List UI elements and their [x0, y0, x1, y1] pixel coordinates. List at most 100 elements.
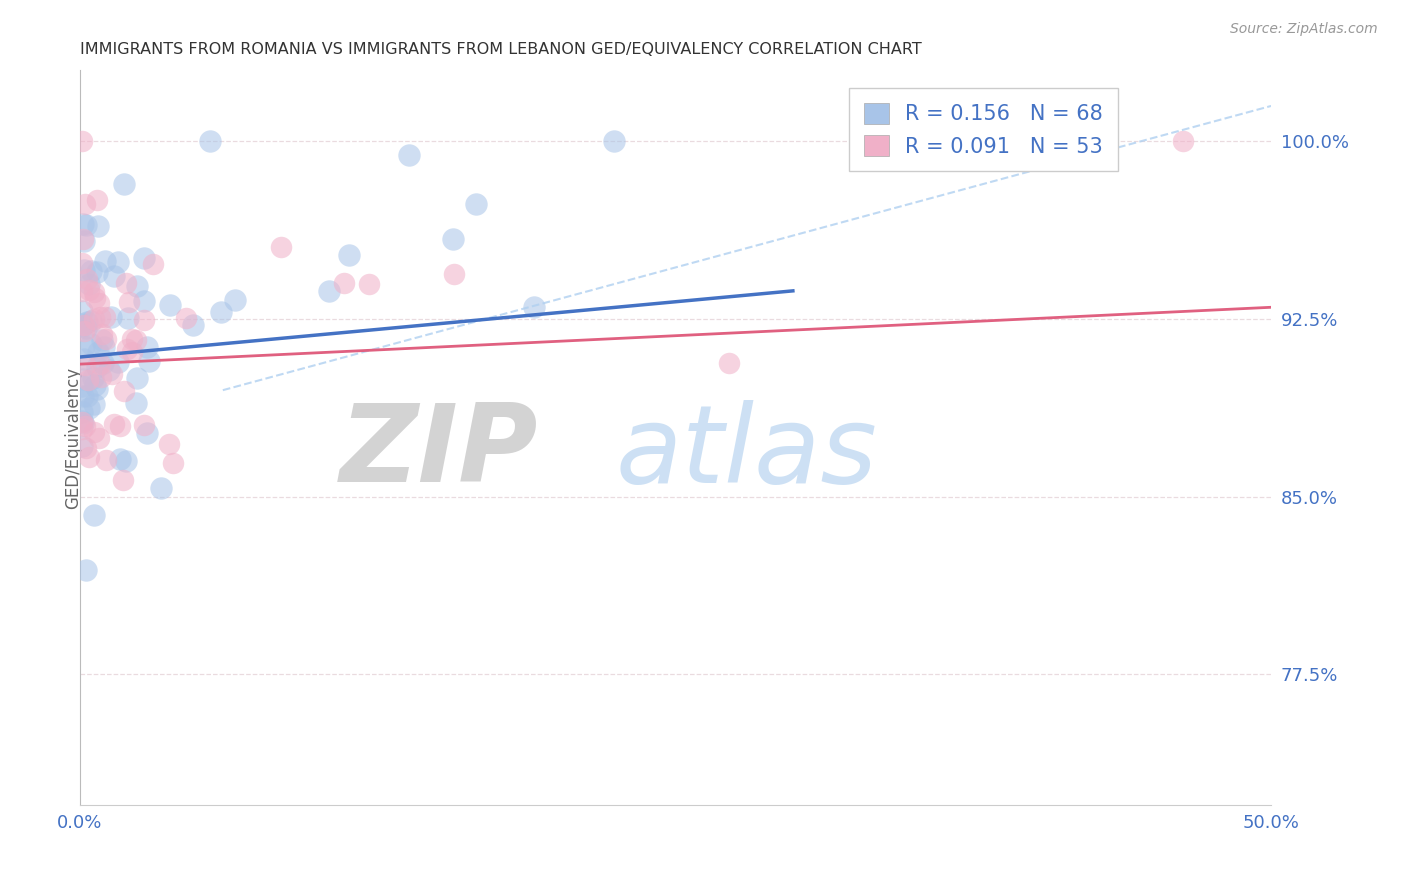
- Point: [83, 396, 105, 410]
- Point: [121, 345, 143, 359]
- Point: [107, 355, 129, 369]
- Point: [93, 310, 115, 325]
- Point: [80, 264, 103, 278]
- Text: atlas: atlas: [616, 400, 877, 505]
- Point: [174, 310, 197, 325]
- Point: [86, 360, 108, 375]
- Point: [108, 452, 131, 467]
- Point: [115, 276, 138, 290]
- Point: [157, 437, 180, 451]
- Point: [86, 193, 108, 207]
- Point: [209, 305, 232, 319]
- Point: [90, 370, 112, 384]
- Point: [198, 135, 221, 149]
- Point: [90, 333, 112, 347]
- Point: [72, 324, 94, 338]
- Point: [72, 372, 94, 386]
- Point: [75, 218, 97, 232]
- Point: [108, 418, 131, 433]
- Point: [70, 415, 93, 429]
- Point: [125, 371, 148, 385]
- Point: [72, 231, 94, 245]
- Point: [77, 277, 100, 291]
- Point: [87, 344, 110, 359]
- Point: [72, 389, 94, 403]
- Point: [91, 326, 114, 341]
- Point: [76, 271, 98, 285]
- Point: [1171, 135, 1194, 149]
- Point: [270, 240, 292, 254]
- Point: [443, 268, 465, 282]
- Point: [523, 300, 546, 314]
- Point: [73, 339, 96, 353]
- Text: IMMIGRANTS FROM ROMANIA VS IMMIGRANTS FROM LEBANON GED/EQUIVALENCY CORRELATION C: IMMIGRANTS FROM ROMANIA VS IMMIGRANTS FR…: [80, 42, 921, 57]
- Point: [77, 283, 100, 297]
- Point: [101, 368, 124, 382]
- Point: [91, 355, 114, 369]
- Point: [117, 310, 139, 325]
- Point: [70, 256, 93, 270]
- Point: [89, 357, 111, 371]
- Point: [76, 389, 98, 403]
- Point: [357, 277, 380, 291]
- Point: [103, 269, 125, 284]
- Point: [70, 439, 93, 453]
- Text: Source: ZipAtlas.com: Source: ZipAtlas.com: [1230, 22, 1378, 37]
- Point: [135, 425, 157, 440]
- Point: [150, 481, 173, 495]
- Point: [75, 358, 97, 372]
- Point: [132, 293, 155, 308]
- Point: [132, 252, 155, 266]
- Point: [107, 254, 129, 268]
- Point: [73, 318, 96, 332]
- Point: [70, 318, 93, 332]
- Point: [127, 278, 149, 293]
- Point: [72, 416, 94, 430]
- Point: [96, 452, 118, 467]
- Point: [136, 340, 159, 354]
- Point: [138, 354, 160, 368]
- Point: [118, 294, 141, 309]
- Point: [84, 292, 107, 306]
- Point: [73, 234, 96, 248]
- Point: [94, 254, 117, 268]
- Point: [84, 377, 107, 392]
- Point: [75, 441, 97, 455]
- Point: [162, 456, 184, 470]
- Point: [73, 197, 96, 211]
- Point: [93, 340, 115, 354]
- Point: [86, 219, 108, 234]
- Point: [441, 232, 464, 246]
- Point: [603, 135, 626, 149]
- Point: [70, 414, 93, 428]
- Point: [73, 352, 96, 367]
- Point: [718, 356, 741, 370]
- Point: [70, 319, 93, 334]
- Point: [72, 217, 94, 231]
- Point: [73, 263, 96, 277]
- Point: [183, 318, 205, 332]
- Point: [77, 450, 100, 465]
- Point: [70, 422, 93, 436]
- Point: [80, 336, 103, 351]
- Point: [125, 333, 148, 347]
- Point: [75, 321, 97, 335]
- Point: [115, 343, 138, 357]
- Point: [121, 332, 143, 346]
- Point: [134, 313, 156, 327]
- Point: [465, 196, 488, 211]
- Point: [94, 332, 117, 346]
- Point: [333, 276, 356, 290]
- Point: [82, 370, 104, 384]
- Point: [224, 293, 246, 308]
- Point: [159, 297, 181, 311]
- Point: [83, 285, 105, 300]
- Point: [83, 311, 105, 326]
- Point: [79, 314, 101, 328]
- Point: [337, 247, 360, 261]
- Point: [70, 284, 93, 298]
- Point: [70, 379, 93, 393]
- Point: [112, 384, 135, 399]
- Point: [86, 382, 108, 396]
- Point: [89, 310, 111, 324]
